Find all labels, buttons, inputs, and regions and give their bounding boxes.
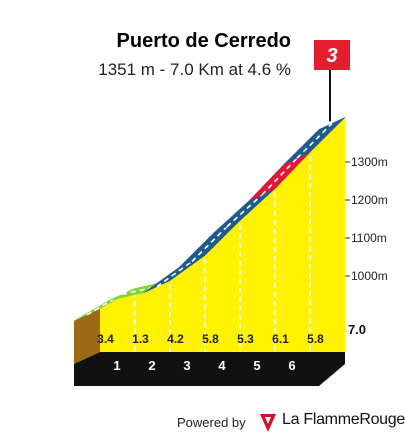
profile-front-face xyxy=(100,117,345,353)
km-tick-label: 1 xyxy=(113,358,120,373)
gradient-label: 3.4 xyxy=(97,332,114,346)
gradient-label: 5.3 xyxy=(237,332,254,346)
km-tick-label: 5 xyxy=(253,358,260,373)
altitude-tick-label: 1200m xyxy=(351,193,388,207)
climb-title: Puerto de Cerredo xyxy=(116,30,291,52)
altitude-tick-label: 1300m xyxy=(351,155,388,169)
km-tick-label: 3 xyxy=(183,358,190,373)
gradient-label: 1.3 xyxy=(132,332,149,346)
profile-side-face xyxy=(74,308,100,364)
ribbon-group xyxy=(73,117,346,322)
label-group: 3.4 1.3 4.2 5.8 5.3 6.1 5.8 1 2 3 4 5 6 7.0 1000m 1100m… xyxy=(97,155,388,373)
altitude-tick-label: 1100m xyxy=(351,231,387,245)
ribbon-segment-7 xyxy=(283,117,346,165)
powered-by-text: Powered by xyxy=(177,415,246,430)
brand-name: La FlammeRouge xyxy=(282,411,405,428)
total-distance-label: 7.0 xyxy=(348,322,366,337)
profile-fill-group xyxy=(74,117,345,364)
ribbon-centerline-1 xyxy=(86,293,123,316)
km-tick-label: 2 xyxy=(148,358,155,373)
climb-subtitle: 1351 m - 7.0 Km at 4.6 % xyxy=(98,60,291,79)
climb-profile-chart: 3.4 1.3 4.2 5.8 5.3 6.1 5.8 1 2 3 4 5 6 7.0 1000m 1100m… xyxy=(73,40,388,386)
km-tick-label: 4 xyxy=(218,358,226,373)
gradient-label: 6.1 xyxy=(272,332,289,346)
flamme-rouge-logo-icon xyxy=(260,414,276,432)
flag-category-label: 3 xyxy=(326,45,337,67)
flag-banner xyxy=(314,40,350,70)
gradient-label: 5.8 xyxy=(307,332,324,346)
gradient-label: 5.8 xyxy=(202,332,219,346)
gradient-label: 4.2 xyxy=(167,332,184,346)
ribbon-centerline-3 xyxy=(156,260,193,288)
km-tick-label: 6 xyxy=(288,358,295,373)
altitude-tick-label: 1000m xyxy=(351,269,388,283)
km-dash-group xyxy=(134,156,311,352)
base-group xyxy=(74,352,345,386)
profile-base-band-front xyxy=(74,352,345,386)
ribbon-centerline-5 xyxy=(226,194,263,228)
category-flag: 3 xyxy=(314,40,350,122)
